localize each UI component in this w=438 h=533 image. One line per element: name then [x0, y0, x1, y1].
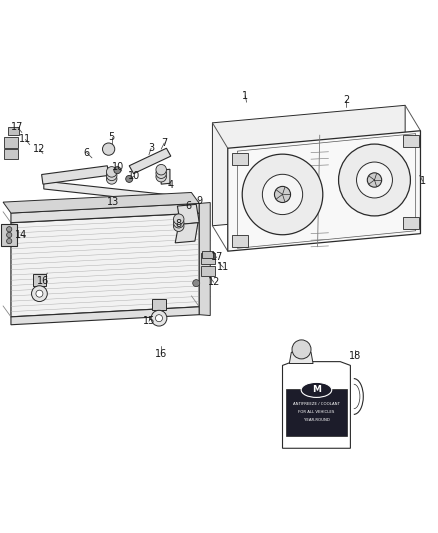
- Circle shape: [173, 214, 184, 224]
- Circle shape: [242, 154, 323, 235]
- Bar: [232, 152, 248, 165]
- Ellipse shape: [301, 382, 332, 398]
- Text: 18: 18: [349, 351, 361, 361]
- Text: 12: 12: [33, 144, 46, 154]
- Text: 17: 17: [211, 252, 223, 262]
- Polygon shape: [199, 203, 210, 316]
- Polygon shape: [175, 223, 198, 243]
- Bar: [286, 389, 347, 436]
- Circle shape: [193, 280, 200, 287]
- Polygon shape: [11, 204, 199, 223]
- Circle shape: [126, 175, 133, 182]
- Bar: [33, 274, 46, 286]
- Text: 13: 13: [107, 197, 119, 207]
- Text: 9: 9: [196, 196, 202, 206]
- Polygon shape: [212, 106, 405, 226]
- Circle shape: [357, 162, 392, 198]
- Text: 4: 4: [168, 181, 174, 190]
- Circle shape: [7, 232, 12, 238]
- Text: 14: 14: [15, 230, 27, 240]
- Polygon shape: [11, 307, 199, 325]
- Circle shape: [173, 221, 184, 231]
- Circle shape: [114, 167, 121, 174]
- Polygon shape: [289, 352, 313, 364]
- Polygon shape: [161, 169, 170, 184]
- Circle shape: [156, 168, 166, 179]
- Polygon shape: [177, 204, 199, 224]
- Text: 10: 10: [112, 161, 124, 172]
- Circle shape: [106, 170, 117, 181]
- Text: 12: 12: [208, 277, 220, 287]
- Circle shape: [7, 238, 12, 244]
- Text: ANTIFREEZE / COOLANT: ANTIFREEZE / COOLANT: [293, 402, 340, 406]
- Text: 6: 6: [84, 148, 90, 158]
- Circle shape: [155, 314, 162, 322]
- Text: M: M: [312, 385, 321, 394]
- Text: FOR ALL VEHICLES: FOR ALL VEHICLES: [298, 410, 335, 414]
- FancyBboxPatch shape: [4, 137, 18, 148]
- Circle shape: [151, 310, 167, 326]
- Circle shape: [339, 144, 410, 216]
- Circle shape: [106, 167, 117, 177]
- Polygon shape: [42, 166, 109, 184]
- Polygon shape: [129, 148, 171, 174]
- FancyBboxPatch shape: [1, 223, 17, 246]
- Bar: [152, 300, 166, 310]
- FancyBboxPatch shape: [201, 265, 215, 276]
- Text: 5: 5: [109, 132, 115, 142]
- Text: 16: 16: [155, 349, 167, 359]
- Text: 15: 15: [143, 316, 155, 326]
- Circle shape: [367, 173, 381, 187]
- Text: 1: 1: [420, 176, 426, 186]
- FancyBboxPatch shape: [4, 149, 18, 159]
- Text: 11: 11: [19, 134, 32, 144]
- Text: 7: 7: [161, 138, 167, 148]
- Text: 6: 6: [185, 201, 191, 211]
- Circle shape: [292, 340, 311, 359]
- Circle shape: [173, 217, 184, 228]
- Bar: [403, 135, 419, 147]
- Circle shape: [32, 286, 47, 302]
- Circle shape: [106, 174, 117, 184]
- Circle shape: [102, 143, 115, 155]
- Bar: [403, 217, 419, 229]
- Polygon shape: [11, 213, 199, 317]
- Text: 11: 11: [217, 262, 230, 272]
- Text: 16: 16: [37, 276, 49, 286]
- Text: 3: 3: [148, 143, 154, 154]
- Text: YEAR-ROUND: YEAR-ROUND: [304, 418, 329, 422]
- Text: 1: 1: [242, 91, 248, 101]
- Text: 10: 10: [127, 171, 140, 181]
- Circle shape: [262, 174, 303, 215]
- Polygon shape: [44, 181, 184, 204]
- Circle shape: [36, 290, 43, 297]
- Polygon shape: [228, 131, 420, 251]
- Bar: [8, 127, 19, 135]
- Text: 8: 8: [176, 220, 182, 229]
- Circle shape: [7, 227, 12, 232]
- Circle shape: [156, 172, 166, 182]
- Polygon shape: [283, 361, 350, 448]
- FancyBboxPatch shape: [201, 253, 215, 264]
- Polygon shape: [3, 192, 199, 213]
- Circle shape: [156, 165, 166, 175]
- Bar: [202, 251, 213, 258]
- Bar: [232, 235, 248, 247]
- Text: 2: 2: [343, 95, 349, 105]
- Circle shape: [275, 187, 290, 203]
- Text: 17: 17: [11, 122, 24, 132]
